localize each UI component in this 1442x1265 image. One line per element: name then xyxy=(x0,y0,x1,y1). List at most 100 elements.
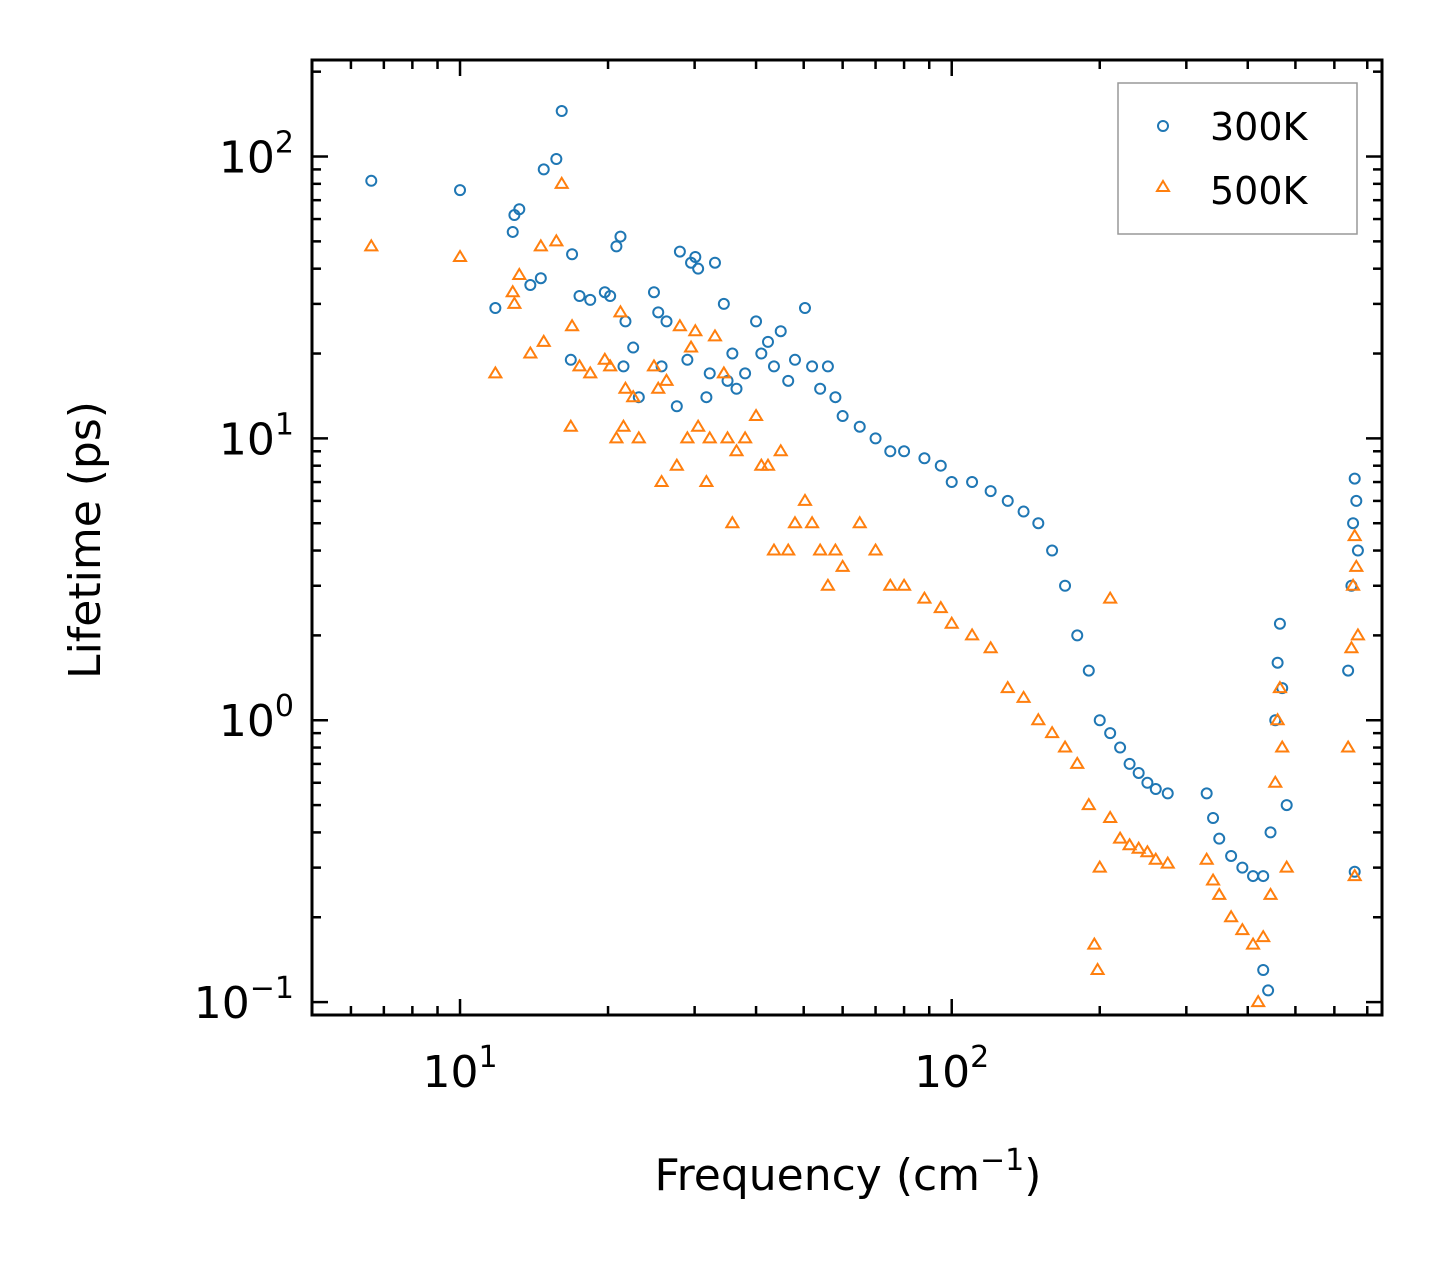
point-500K xyxy=(1015,689,1032,703)
point-500K xyxy=(1091,859,1108,873)
point-500K xyxy=(1340,739,1356,753)
point-300K xyxy=(1093,714,1106,727)
point-500K xyxy=(1345,577,1361,591)
point-500K xyxy=(597,351,613,365)
point-300K xyxy=(1001,494,1014,507)
point-300K xyxy=(1104,727,1117,740)
point-500K xyxy=(1278,859,1295,873)
legend: 300K 500K xyxy=(1117,82,1358,235)
point-300K xyxy=(703,367,716,380)
point-500K xyxy=(812,542,828,556)
point-500K xyxy=(1205,872,1221,886)
point-500K xyxy=(1343,640,1360,654)
point-500K xyxy=(612,304,629,318)
point-500K xyxy=(1086,936,1103,950)
point-500K xyxy=(797,492,813,506)
point-500K xyxy=(1130,840,1147,854)
point-500K xyxy=(608,430,625,444)
point-300K xyxy=(1262,984,1275,997)
plot-frame xyxy=(310,58,1384,1017)
point-500K xyxy=(582,365,598,379)
point-500K xyxy=(943,615,960,629)
point-300K xyxy=(884,445,897,458)
point-300K xyxy=(1046,544,1059,557)
point-300K xyxy=(1123,757,1136,770)
y-tick-label: 10−1 xyxy=(194,971,294,1029)
point-500K xyxy=(867,542,884,556)
point-300K xyxy=(717,297,730,310)
point-500K xyxy=(1069,755,1086,769)
point-500K xyxy=(669,457,685,471)
point-300K xyxy=(853,420,866,433)
point-500K xyxy=(851,515,868,529)
point-500K xyxy=(780,542,796,556)
x-tick-label: 102 xyxy=(914,1040,989,1098)
point-300K xyxy=(1271,656,1284,669)
point-300K xyxy=(614,230,627,243)
point-500K xyxy=(698,474,715,488)
point-500K xyxy=(564,318,580,332)
point-500K xyxy=(719,430,736,444)
point-300K xyxy=(739,367,752,380)
point-300K xyxy=(617,360,630,373)
point-500K xyxy=(506,295,523,309)
point-300K xyxy=(1247,870,1260,883)
point-500K xyxy=(933,600,949,614)
point-300K xyxy=(555,105,568,118)
point-500K xyxy=(553,175,570,189)
point-300K xyxy=(673,245,686,258)
tick-labels: 101 102 10−1 100 101 102 xyxy=(194,126,990,1098)
legend-marker-500k xyxy=(1155,179,1171,192)
point-500K xyxy=(1245,936,1261,950)
point-500K xyxy=(772,443,789,457)
point-300K xyxy=(1348,472,1361,485)
point-500K xyxy=(1274,739,1290,753)
point-500K xyxy=(882,577,899,591)
point-500K xyxy=(1102,590,1118,604)
point-300K xyxy=(1342,664,1355,677)
point-300K xyxy=(1264,826,1277,839)
point-500K xyxy=(1250,994,1266,1008)
point-300K xyxy=(681,353,694,366)
point-300K xyxy=(604,289,617,302)
point-500K xyxy=(804,515,820,529)
point-500K xyxy=(1350,627,1366,641)
point-500K xyxy=(1139,844,1156,858)
point-500K xyxy=(658,372,675,386)
point-500K xyxy=(653,474,670,488)
point-300K xyxy=(1082,664,1095,677)
point-300K xyxy=(1032,517,1045,530)
point-500K xyxy=(690,418,706,432)
point-300K xyxy=(1273,617,1286,630)
point-500K xyxy=(646,358,662,372)
point-300K xyxy=(1141,776,1154,789)
point-500K xyxy=(827,542,844,556)
point-500K xyxy=(602,358,618,372)
y-tick-label: 102 xyxy=(219,126,294,184)
point-500K xyxy=(766,542,782,556)
point-300K xyxy=(1017,505,1030,518)
point-300K xyxy=(1114,741,1127,754)
point-300K xyxy=(782,374,795,387)
y-tick-label: 101 xyxy=(219,407,294,465)
point-300K xyxy=(692,262,705,275)
point-500K xyxy=(615,418,632,432)
point-500K xyxy=(487,365,504,379)
point-300K xyxy=(821,360,834,373)
point-300K xyxy=(1161,787,1174,800)
point-500K xyxy=(1112,830,1128,844)
point-300K xyxy=(1149,783,1162,796)
point-500K xyxy=(1159,855,1176,869)
point-500K xyxy=(617,380,634,394)
point-500K xyxy=(1269,712,1286,726)
point-300K xyxy=(564,353,577,366)
point-300K xyxy=(584,293,597,306)
point-300K xyxy=(566,248,579,261)
point-500K xyxy=(1148,851,1164,865)
point-300K xyxy=(798,302,811,315)
point-300K xyxy=(647,286,660,299)
point-300K xyxy=(627,341,640,354)
point-300K xyxy=(454,184,467,197)
point-300K xyxy=(836,410,849,423)
